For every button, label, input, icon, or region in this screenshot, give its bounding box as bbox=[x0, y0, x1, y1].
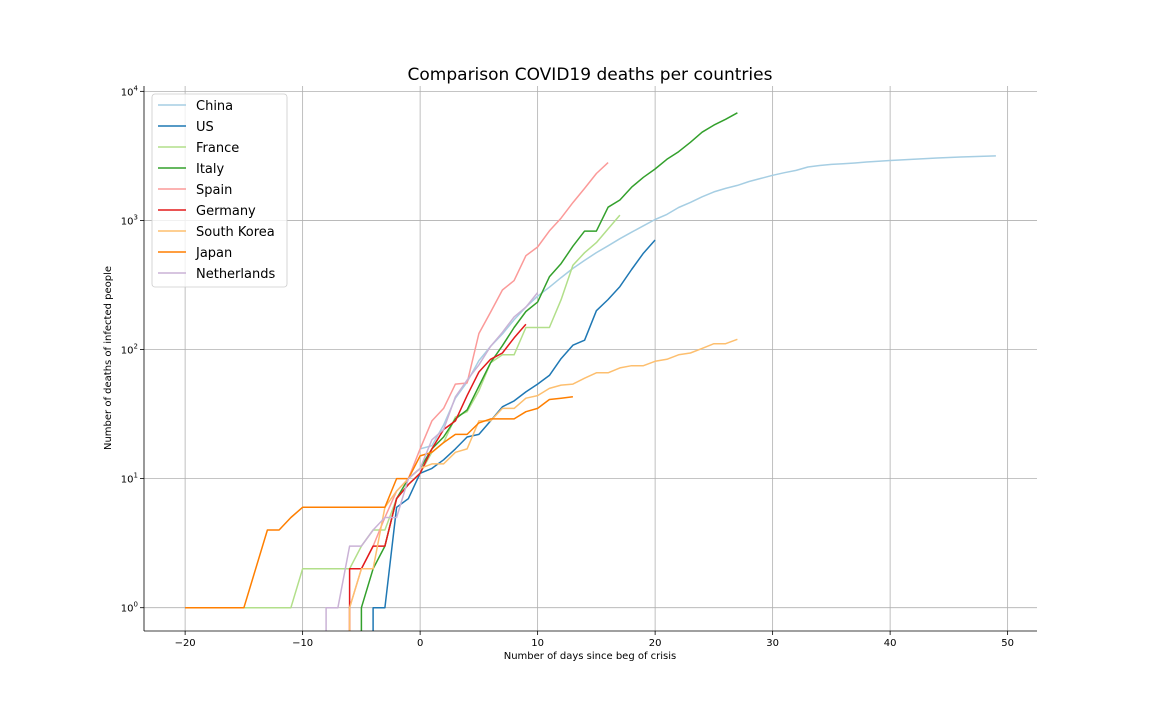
x-axis-label: Number of days since beg of crisis bbox=[504, 651, 677, 662]
legend-label-italy: Italy bbox=[196, 162, 225, 177]
legend: China US France Italy Spain Germany South Kore… bbox=[151, 93, 288, 288]
x-tick-label: 10 bbox=[531, 638, 544, 649]
legend-label-netherlands: Netherlands bbox=[196, 267, 275, 282]
series-line-spain bbox=[348, 162, 609, 631]
y-axis-label: Number of deaths of infected people bbox=[103, 266, 114, 450]
legend-label-china: China bbox=[196, 99, 233, 114]
x-tick-label: 30 bbox=[766, 638, 779, 649]
x-tick-label: 50 bbox=[1001, 638, 1014, 649]
y-tick-label: 104 bbox=[121, 84, 139, 98]
x-tick-label: −20 bbox=[175, 638, 196, 649]
axes bbox=[143, 86, 1037, 632]
series-line-netherlands bbox=[325, 292, 539, 631]
legend-label-japan: Japan bbox=[195, 246, 232, 261]
series-line-italy bbox=[360, 112, 738, 631]
chart-title: Comparison COVID19 deaths per countries bbox=[408, 65, 773, 85]
x-tick-label: −10 bbox=[292, 638, 313, 649]
grid-lines bbox=[144, 86, 1037, 631]
y-tick-label: 100 bbox=[121, 601, 138, 615]
x-tick-label: 20 bbox=[649, 638, 662, 649]
series-line-china bbox=[419, 155, 996, 450]
y-tick-label: 101 bbox=[121, 472, 138, 486]
series-line-japan bbox=[185, 396, 573, 609]
x-tick-label: 40 bbox=[884, 638, 897, 649]
x-tick-label: 0 bbox=[417, 638, 423, 649]
series-line-south-korea bbox=[348, 338, 738, 631]
y-axis-ticks: 100 101 102 103 104 bbox=[121, 84, 144, 615]
data-series bbox=[185, 112, 996, 631]
x-axis-ticks: −20 −10 0 10 20 30 40 50 bbox=[175, 631, 1014, 649]
legend-frame bbox=[151, 93, 288, 288]
legend-label-germany: Germany bbox=[196, 204, 256, 219]
series-line-us bbox=[372, 239, 656, 631]
legend-label-france: France bbox=[196, 141, 239, 156]
legend-label-us: US bbox=[196, 120, 214, 135]
legend-label-south-korea: South Korea bbox=[196, 225, 275, 240]
y-tick-label: 102 bbox=[121, 343, 138, 357]
series-line-france bbox=[243, 214, 621, 609]
legend-label-spain: Spain bbox=[196, 183, 232, 198]
series-line-germany bbox=[348, 323, 527, 631]
y-tick-label: 103 bbox=[121, 213, 138, 227]
